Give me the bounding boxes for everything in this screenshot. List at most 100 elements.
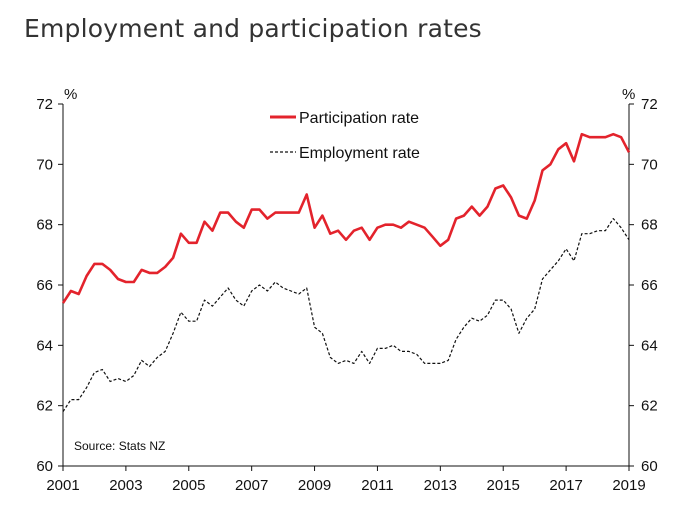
data-point-employment: [518, 333, 519, 334]
data-point-participation: [479, 215, 480, 216]
data-point-participation: [251, 209, 252, 210]
data-point-participation: [86, 275, 87, 276]
data-point-participation: [212, 230, 213, 231]
data-point-employment: [471, 318, 472, 319]
x-tick-label: 2011: [361, 477, 393, 494]
data-point-participation: [377, 227, 378, 228]
y-tick-label-left: 62: [36, 398, 53, 415]
data-point-employment: [220, 297, 221, 298]
data-point-participation: [298, 212, 299, 213]
data-point-employment: [511, 309, 512, 310]
y-unit-left: %: [64, 86, 77, 103]
data-point-employment: [377, 348, 378, 349]
series-line-participation: [61, 132, 631, 304]
x-tick-label: 2017: [549, 477, 582, 494]
data-point-participation: [385, 224, 386, 225]
x-tick-label: 2019: [612, 477, 645, 494]
data-point-employment: [456, 339, 457, 340]
data-point-employment: [605, 230, 606, 231]
data-point-employment: [597, 230, 598, 231]
data-point-employment: [550, 269, 551, 270]
data-point-employment: [267, 291, 268, 292]
data-point-participation: [259, 209, 260, 210]
data-point-participation: [110, 269, 111, 270]
data-point-participation: [408, 221, 409, 222]
y-axis-left: 60 62 64 66 68 70 72: [36, 96, 63, 475]
data-point-employment: [401, 351, 402, 352]
data-point-employment: [180, 312, 181, 313]
data-point-participation: [267, 218, 268, 219]
data-point-participation: [456, 218, 457, 219]
data-point-participation: [495, 188, 496, 189]
data-point-participation: [157, 272, 158, 273]
y-axis-right: 60 62 64 66 68 70 72: [629, 96, 658, 475]
series-line-employment: [62, 218, 630, 413]
data-point-employment: [503, 300, 504, 301]
data-point-participation: [118, 278, 119, 279]
data-point-participation: [275, 212, 276, 213]
data-point-employment: [165, 351, 166, 352]
data-point-employment: [118, 378, 119, 379]
data-point-employment: [393, 345, 394, 346]
y-tick-label-right: 68: [641, 217, 658, 234]
data-point-participation: [471, 206, 472, 207]
x-tick-label: 2013: [424, 477, 457, 494]
data-point-participation: [581, 134, 582, 135]
data-point-employment: [149, 366, 150, 367]
data-point-employment: [306, 288, 307, 289]
chart-title: Employment and participation rates: [24, 14, 482, 43]
data-point-participation: [102, 263, 103, 264]
data-point-employment: [204, 300, 205, 301]
y-tick-label-right: 66: [641, 277, 658, 294]
data-point-participation: [94, 263, 95, 264]
x-tick-label: 2009: [298, 477, 331, 494]
data-point-participation: [361, 227, 362, 228]
data-point-employment: [424, 363, 425, 364]
data-point-participation: [393, 224, 394, 225]
data-point-employment: [322, 333, 323, 334]
data-point-employment: [629, 239, 630, 240]
data-point-participation: [629, 152, 630, 153]
source-note: Source: Stats NZ: [74, 439, 165, 453]
data-point-employment: [416, 354, 417, 355]
data-point-participation: [566, 143, 567, 144]
data-point-employment: [125, 381, 126, 382]
data-point-participation: [621, 137, 622, 138]
data-point-participation: [330, 233, 331, 234]
data-point-employment: [495, 300, 496, 301]
data-point-participation: [573, 161, 574, 162]
data-point-participation: [511, 197, 512, 198]
data-point-employment: [487, 315, 488, 316]
data-point-participation: [448, 239, 449, 240]
data-point-employment: [346, 360, 347, 361]
data-point-employment: [228, 288, 229, 289]
x-tick-label: 2007: [235, 477, 268, 494]
data-point-participation: [401, 227, 402, 228]
data-point-participation: [613, 134, 614, 135]
data-point-employment: [188, 321, 189, 322]
data-point-employment: [589, 233, 590, 234]
data-point-employment: [102, 369, 103, 370]
data-point-participation: [314, 227, 315, 228]
data-point-employment: [613, 218, 614, 219]
data-point-participation: [432, 236, 433, 237]
data-point-participation: [518, 215, 519, 216]
data-point-participation: [338, 230, 339, 231]
y-tick-label-right: 64: [641, 337, 658, 354]
data-point-employment: [526, 318, 527, 319]
data-point-participation: [322, 215, 323, 216]
data-point-employment: [110, 381, 111, 382]
data-point-participation: [220, 212, 221, 213]
y-tick-label-left: 64: [36, 337, 53, 354]
y-tick-label-left: 70: [36, 156, 53, 173]
legend-label-employment: Employment rate: [299, 145, 420, 162]
data-point-participation: [416, 224, 417, 225]
data-point-participation: [290, 212, 291, 213]
data-point-participation: [149, 272, 150, 273]
data-point-employment: [479, 321, 480, 322]
data-point-employment: [558, 260, 559, 261]
data-point-employment: [243, 306, 244, 307]
data-point-employment: [259, 285, 260, 286]
data-point-employment: [385, 348, 386, 349]
data-point-employment: [298, 294, 299, 295]
